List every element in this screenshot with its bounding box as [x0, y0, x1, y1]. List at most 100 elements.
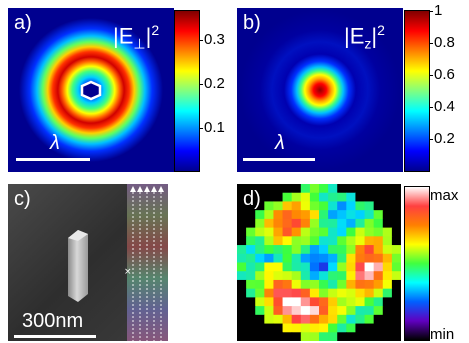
heatmap-pixel [373, 288, 384, 298]
heatmap-pixel [282, 288, 293, 298]
heatmap-pixel [355, 245, 366, 255]
heatmap-pixel [255, 227, 265, 237]
heatmap-pixel [282, 245, 293, 255]
heatmap-pixel [264, 184, 274, 194]
heatmap-pixel [282, 192, 293, 202]
heatmap-pixel [264, 306, 274, 316]
heatmap-pixel [373, 210, 384, 220]
heatmap-pixel [309, 210, 320, 220]
heatmap-pixel [255, 279, 265, 290]
panel-a-scale-bar [16, 158, 90, 161]
panel-b-title-base: |E [344, 23, 365, 49]
heatmap-pixel [319, 332, 329, 341]
heatmap-pixel [355, 210, 366, 220]
heatmap-pixel [300, 236, 311, 246]
heatmap-pixel [328, 192, 338, 202]
panel-b-title-sub: z [364, 35, 372, 52]
heatmap-pixel [309, 253, 320, 263]
heatmap-pixel [337, 218, 347, 229]
heatmap-pixel [237, 288, 247, 298]
heatmap-pixel [291, 271, 302, 281]
heatmap-pixel [300, 253, 311, 263]
heatmap-pixel [391, 279, 401, 290]
heatmap-pixel [309, 218, 320, 229]
heatmap-pixel [264, 201, 274, 211]
heatmap-pixel [255, 332, 265, 341]
heatmap-pixel [337, 314, 347, 325]
panel-a-tick-0.1: 0.1 [204, 119, 225, 136]
heatmap-pixel [237, 218, 247, 229]
heatmap-pixel [373, 297, 384, 307]
heatmap-pixel [373, 236, 384, 246]
heatmap-pixel [273, 288, 284, 298]
heatmap-pixel [382, 323, 393, 333]
heatmap-pixel [328, 262, 338, 272]
heatmap-pixel [255, 245, 265, 255]
heatmap-pixel [373, 279, 384, 290]
heatmap-pixel [309, 184, 320, 194]
heatmap-pixel [282, 332, 293, 341]
heatmap-pixel [319, 201, 329, 211]
heatmap-pixel [328, 245, 338, 255]
heatmap-pixel [291, 201, 302, 211]
panel-b-scale-bar [243, 158, 315, 161]
heatmap-pixel [346, 288, 356, 298]
heatmap-pixel [355, 297, 366, 307]
heatmap-pixel [282, 253, 293, 263]
heatmap-pixel [382, 245, 393, 255]
heatmap-pixel [291, 184, 302, 194]
heatmap-pixel [255, 262, 265, 272]
heatmap-pixel [355, 323, 366, 333]
panel-a-field-map: a) |E⊥|2 λ [8, 8, 174, 172]
svg-text:×: × [124, 267, 132, 277]
heatmap-pixel [364, 262, 375, 272]
heatmap-pixel [355, 192, 366, 202]
panel-a-label: a) [14, 12, 32, 34]
heatmap-pixel [246, 288, 256, 298]
heatmap-pixel [319, 279, 329, 290]
heatmap-pixel [246, 184, 256, 194]
heatmap-pixel [237, 253, 247, 263]
heatmap-pixel [328, 297, 338, 307]
heatmap-pixel [282, 314, 293, 325]
heatmap-pixel [328, 306, 338, 316]
heatmap-pixel [273, 332, 284, 341]
heatmap-pixel [255, 210, 265, 220]
heatmap-pixel [337, 297, 347, 307]
heatmap-pixel [337, 227, 347, 237]
heatmap-pixel [264, 297, 274, 307]
heatmap-pixel [328, 236, 338, 246]
panel-d-colorbar-max: max [430, 187, 459, 204]
heatmap-pixel [319, 184, 329, 194]
heatmap-pixel [319, 245, 329, 255]
heatmap-pixel [309, 192, 320, 202]
heatmap-pixel [391, 297, 401, 307]
heatmap-pixel [346, 306, 356, 316]
heatmap-pixel [382, 332, 393, 341]
heatmap-pixel [291, 192, 302, 202]
heatmap-pixel [264, 210, 274, 220]
heatmap-pixel [300, 271, 311, 281]
heatmap-pixel [255, 192, 265, 202]
heatmap-pixel [237, 210, 247, 220]
heatmap-pixel [346, 245, 356, 255]
heatmap-pixel [391, 288, 401, 298]
heatmap-pixel [309, 279, 320, 290]
heatmap-pixel [346, 297, 356, 307]
heatmap-pixel [382, 236, 393, 246]
heatmap-pixel [273, 227, 284, 237]
heatmap-pixel [309, 245, 320, 255]
heatmap-pixel [237, 332, 247, 341]
heatmap-pixel [364, 227, 375, 237]
heatmap-pixel [355, 332, 366, 341]
heatmap-pixel [337, 184, 347, 194]
heatmap-pixel [246, 297, 256, 307]
heatmap-pixel [337, 253, 347, 263]
heatmap-pixel [373, 332, 384, 341]
panel-c-label: c) [14, 188, 31, 210]
heatmap-pixel [291, 332, 302, 341]
heatmap-pixel [282, 262, 293, 272]
heatmap-pixel [273, 218, 284, 229]
heatmap-pixel [364, 306, 375, 316]
panel-d-pixel-map: d) [237, 184, 401, 341]
